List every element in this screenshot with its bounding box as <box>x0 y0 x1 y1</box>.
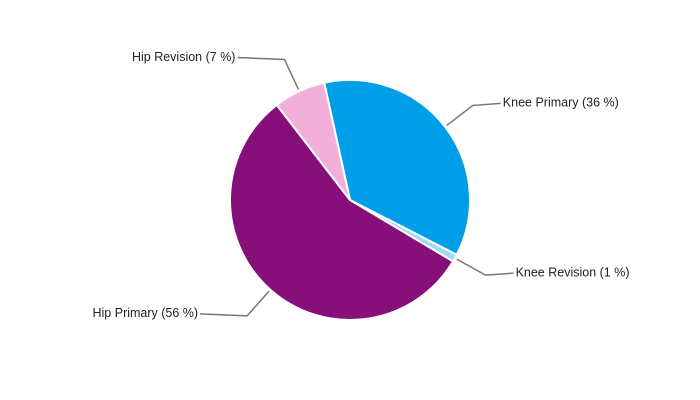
leader-line <box>456 258 514 276</box>
slice-label: Knee Primary (36 %) <box>503 96 619 110</box>
slice-label: Hip Primary (56 %) <box>93 306 199 320</box>
leader-line <box>237 56 300 90</box>
leader-line <box>200 290 270 317</box>
slice-label: Hip Revision (7 %) <box>132 50 236 64</box>
pie-slice <box>275 81 351 201</box>
pie-slice <box>323 79 471 257</box>
slice-label: Knee Revision (1 %) <box>516 265 630 279</box>
pie-slice <box>229 103 455 321</box>
leader-line <box>446 102 501 127</box>
